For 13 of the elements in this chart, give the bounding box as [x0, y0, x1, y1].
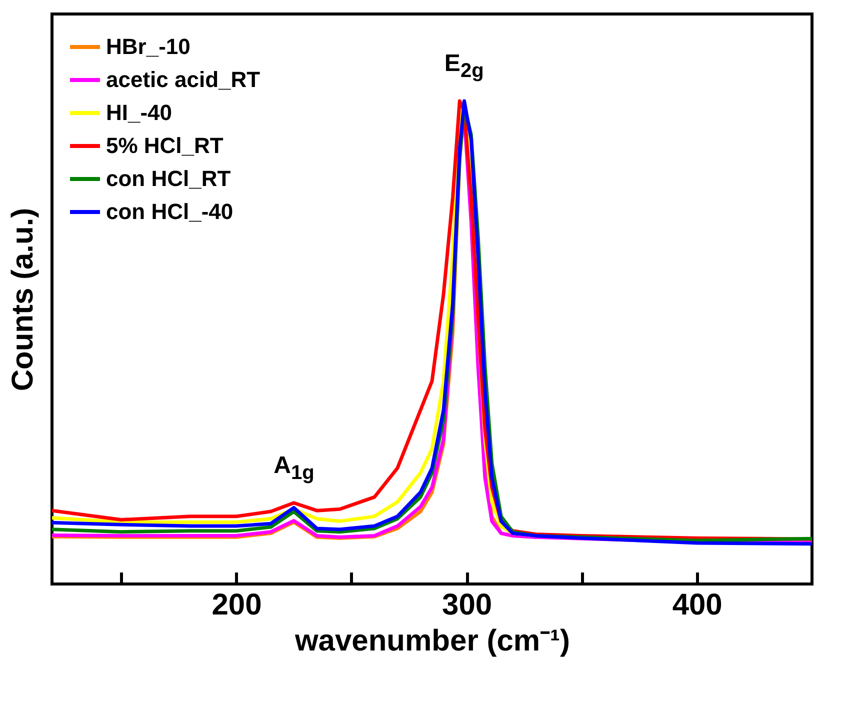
legend-label: HBr_-10 [106, 34, 190, 59]
x-tick-label: 200 [212, 588, 262, 622]
annotation: A$_{1g}$ [274, 452, 314, 484]
x-tick-label: 400 [672, 588, 722, 622]
y-axis-title: Counts (a.u.) [6, 208, 40, 392]
annotation: E$_{2g}$ [444, 50, 484, 82]
legend-label: HI_-40 [106, 100, 172, 125]
legend-label: acetic acid_RT [106, 67, 261, 92]
legend-label: con HCl_-40 [106, 199, 234, 224]
x-tick-label: 300 [442, 588, 492, 622]
x-axis-title: wavenumber (cm⁻¹) [294, 624, 570, 658]
legend-label: 5% HCl_RT [106, 133, 224, 158]
legend-label: con HCl_RT [106, 166, 232, 191]
